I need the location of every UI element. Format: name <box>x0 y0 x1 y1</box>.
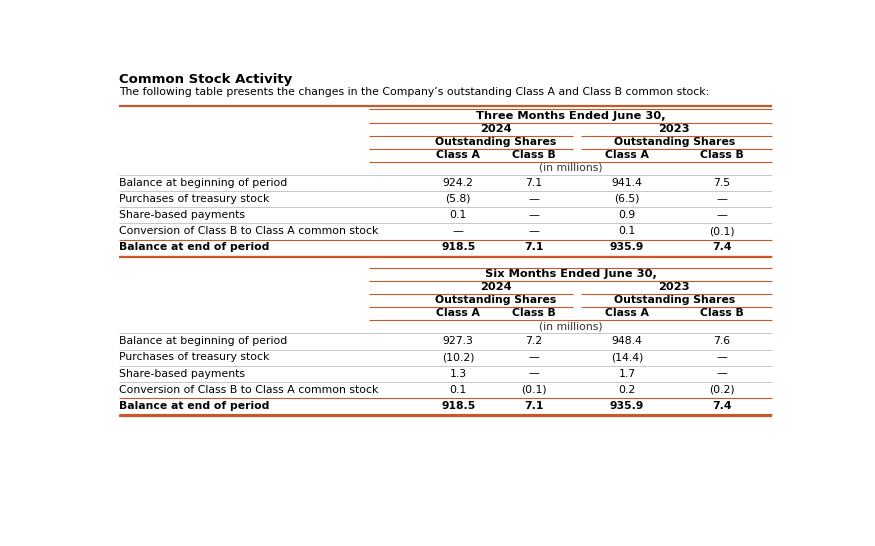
Text: Outstanding Shares: Outstanding Shares <box>436 295 556 305</box>
Text: —: — <box>528 210 540 220</box>
Text: Balance at end of period: Balance at end of period <box>119 242 269 252</box>
Text: 7.1: 7.1 <box>524 242 543 252</box>
Text: 7.4: 7.4 <box>712 242 732 252</box>
Text: Three Months Ended June 30,: Three Months Ended June 30, <box>476 111 665 121</box>
Text: 918.5: 918.5 <box>441 242 475 252</box>
Text: Share-based payments: Share-based payments <box>119 369 245 378</box>
Text: 0.2: 0.2 <box>619 385 636 395</box>
Text: 0.9: 0.9 <box>619 210 636 220</box>
Text: 948.4: 948.4 <box>612 336 642 346</box>
Text: Class A: Class A <box>437 150 480 160</box>
Text: Outstanding Shares: Outstanding Shares <box>613 136 735 147</box>
Text: (0.2): (0.2) <box>709 385 734 395</box>
Text: Balance at beginning of period: Balance at beginning of period <box>119 336 287 346</box>
Text: 7.4: 7.4 <box>712 401 732 411</box>
Text: (in millions): (in millions) <box>539 322 602 331</box>
Text: (14.4): (14.4) <box>611 352 643 363</box>
Text: —: — <box>717 210 727 220</box>
Text: Balance at end of period: Balance at end of period <box>119 401 269 411</box>
Text: The following table presents the changes in the Company’s outstanding Class A an: The following table presents the changes… <box>119 87 709 97</box>
Text: (0.1): (0.1) <box>709 226 734 236</box>
Text: Class A: Class A <box>606 308 649 318</box>
Text: —: — <box>528 352 540 363</box>
Text: (10.2): (10.2) <box>442 352 474 363</box>
Text: Conversion of Class B to Class A common stock: Conversion of Class B to Class A common … <box>119 385 378 395</box>
Text: Share-based payments: Share-based payments <box>119 210 245 220</box>
Text: 0.1: 0.1 <box>619 226 636 236</box>
Text: Common Stock Activity: Common Stock Activity <box>119 73 292 86</box>
Text: 935.9: 935.9 <box>610 401 644 411</box>
Text: Outstanding Shares: Outstanding Shares <box>613 295 735 305</box>
Text: 2024: 2024 <box>480 282 512 292</box>
Text: Balance at beginning of period: Balance at beginning of period <box>119 177 287 188</box>
Text: (6.5): (6.5) <box>614 194 640 204</box>
Text: Class A: Class A <box>437 308 480 318</box>
Text: 7.1: 7.1 <box>526 177 542 188</box>
Text: —: — <box>528 226 540 236</box>
Text: Purchases of treasury stock: Purchases of treasury stock <box>119 194 269 204</box>
Text: Conversion of Class B to Class A common stock: Conversion of Class B to Class A common … <box>119 226 378 236</box>
Text: 7.5: 7.5 <box>713 177 730 188</box>
Text: —: — <box>452 226 464 236</box>
Text: 927.3: 927.3 <box>443 336 473 346</box>
Text: Outstanding Shares: Outstanding Shares <box>436 136 556 147</box>
Text: Class B: Class B <box>512 150 556 160</box>
Text: 7.6: 7.6 <box>713 336 730 346</box>
Text: —: — <box>528 369 540 378</box>
Text: 935.9: 935.9 <box>610 242 644 252</box>
Text: 2023: 2023 <box>659 123 690 134</box>
Text: 7.1: 7.1 <box>524 401 543 411</box>
Text: Class B: Class B <box>512 308 556 318</box>
Text: Class A: Class A <box>606 150 649 160</box>
Text: 7.2: 7.2 <box>526 336 542 346</box>
Text: 1.7: 1.7 <box>619 369 635 378</box>
Text: 0.1: 0.1 <box>450 210 466 220</box>
Text: 918.5: 918.5 <box>441 401 475 411</box>
Text: 1.3: 1.3 <box>450 369 466 378</box>
Text: (in millions): (in millions) <box>539 163 602 173</box>
Text: 941.4: 941.4 <box>612 177 642 188</box>
Text: (5.8): (5.8) <box>445 194 471 204</box>
Text: (0.1): (0.1) <box>522 385 547 395</box>
Text: 2023: 2023 <box>659 282 690 292</box>
Text: Class B: Class B <box>700 308 744 318</box>
Text: 0.1: 0.1 <box>450 385 466 395</box>
Text: Purchases of treasury stock: Purchases of treasury stock <box>119 352 269 363</box>
Text: 2024: 2024 <box>480 123 512 134</box>
Text: 924.2: 924.2 <box>443 177 473 188</box>
Text: Six Months Ended June 30,: Six Months Ended June 30, <box>485 269 656 279</box>
Text: Class B: Class B <box>700 150 744 160</box>
Text: —: — <box>717 352 727 363</box>
Text: —: — <box>717 194 727 204</box>
Text: —: — <box>717 369 727 378</box>
Text: —: — <box>528 194 540 204</box>
